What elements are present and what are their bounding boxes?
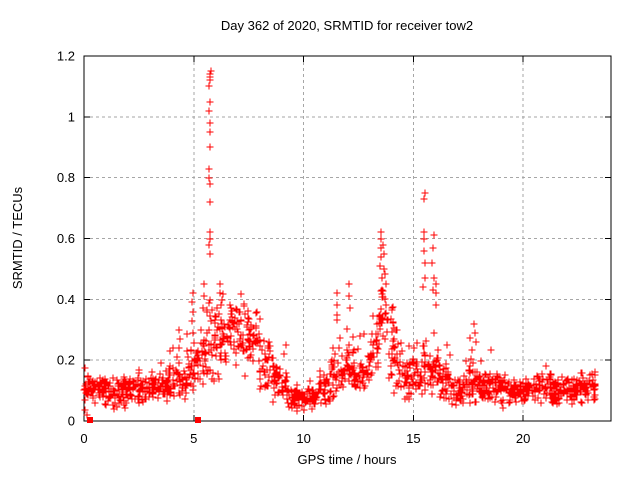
y-axis-label: SRMTID / TECUs <box>10 186 25 289</box>
gridlines <box>84 56 611 421</box>
y-tick-label: 0.2 <box>57 353 75 368</box>
x-tick-label: 10 <box>296 431 310 446</box>
x-tick-label: 20 <box>516 431 530 446</box>
x-tick-label: 15 <box>406 431 420 446</box>
zero-value-square-marker <box>87 417 93 423</box>
x-tick-label: 0 <box>80 431 87 446</box>
axis-ticks <box>83 55 611 422</box>
zero-value-markers <box>87 417 201 423</box>
zero-value-square-marker <box>195 417 201 423</box>
chart-title: Day 362 of 2020, SRMTID for receiver tow… <box>221 18 473 33</box>
y-tick-label: 0.6 <box>57 231 75 246</box>
axis-tick-labels: 0 5 10 15 20 0 0.2 0.4 0.6 0.8 1 1.2 <box>57 49 530 447</box>
y-tick-label: 1.2 <box>57 49 75 64</box>
scatter-points-series <box>80 67 599 419</box>
data-point-markers <box>80 67 599 419</box>
x-axis-label: GPS time / hours <box>298 452 397 467</box>
y-tick-label: 1 <box>68 109 75 124</box>
y-tick-label: 0 <box>68 414 75 429</box>
y-tick-label: 0.8 <box>57 170 75 185</box>
x-tick-label: 5 <box>190 431 197 446</box>
y-tick-label: 0.4 <box>57 292 75 307</box>
